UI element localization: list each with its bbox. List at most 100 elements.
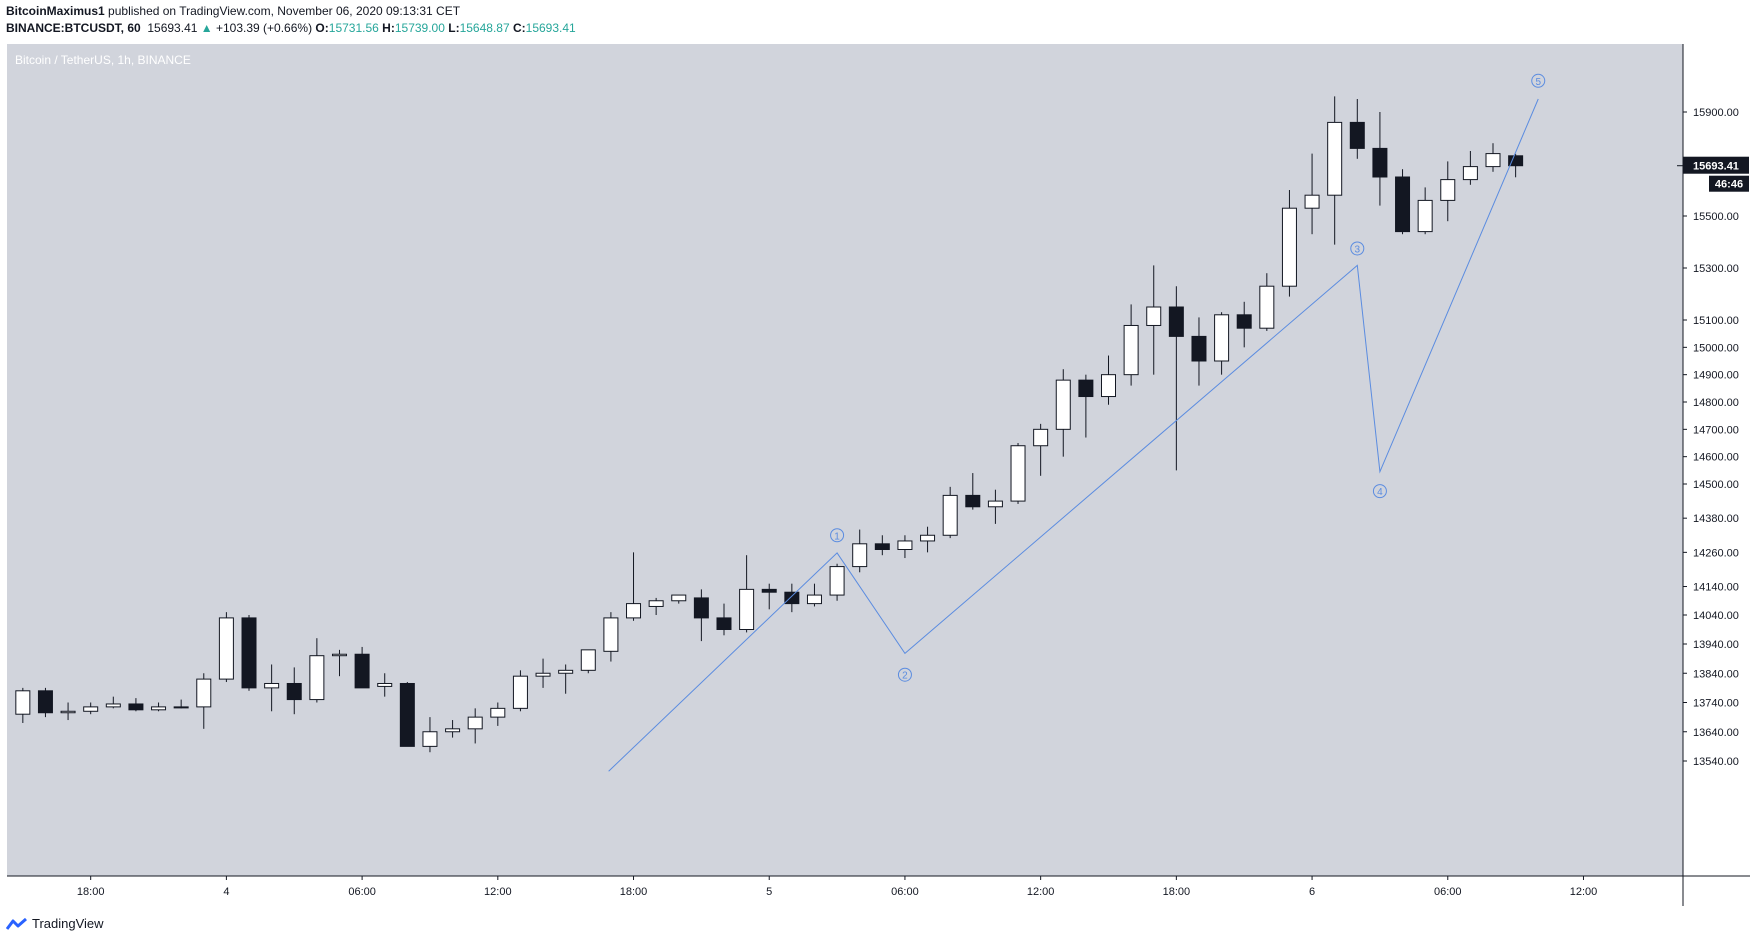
y-tick-label: 14600.00 [1693, 452, 1739, 464]
countdown-badge [1709, 175, 1749, 192]
candle [1010, 443, 1026, 504]
candle-body-up [1123, 324, 1139, 376]
wave-label-text: 1 [834, 531, 840, 542]
candle-body-down [128, 703, 144, 711]
y-tick-label: 14040.00 [1693, 610, 1739, 622]
symbol-label: BINANCE:BTCUSDT, 60 [6, 21, 141, 35]
candle-body-down [1508, 155, 1524, 167]
x-tick-label: 06:00 [1434, 886, 1462, 898]
y-tick-label: 15300.00 [1693, 263, 1739, 275]
candle-body-up [1146, 306, 1162, 326]
x-tick-label: 12:00 [1570, 886, 1598, 898]
candle [1304, 153, 1320, 235]
candle [1440, 161, 1456, 222]
candle [558, 664, 574, 694]
candle [151, 702, 167, 712]
ohlc-line: BINANCE:BTCUSDT, 60 15693.41 ▲ +103.39 (… [6, 21, 576, 35]
candle [1191, 317, 1207, 386]
candle [1033, 423, 1049, 476]
candle [196, 673, 212, 729]
candle-body-up [173, 706, 189, 709]
candle [1395, 169, 1411, 235]
candle [1417, 187, 1433, 235]
candle-body-up [626, 603, 642, 619]
candle-body-up [987, 500, 1003, 508]
candle [1168, 286, 1184, 471]
wave-label-circle [1531, 73, 1546, 88]
x-tick-label: 06:00 [891, 886, 919, 898]
tradingview-logo-icon[interactable] [6, 917, 28, 931]
x-tick-label: 12:00 [484, 886, 512, 898]
y-tick-labels: 13540.00 13640.00 13740.00 13840.00 13940.00… [1683, 107, 1739, 768]
candle [693, 589, 709, 642]
plot-area[interactable] [7, 44, 1683, 876]
high-label: H: [382, 21, 395, 35]
open-label: O: [315, 21, 329, 35]
candle-body-up [1101, 374, 1117, 398]
candle-body-up [942, 494, 958, 536]
y-tick-label: 14800.00 [1693, 397, 1739, 409]
y-tick-label: 14140.00 [1693, 582, 1739, 594]
author-name[interactable]: BitcoinMaximus1 [6, 4, 105, 18]
candle-body-up [196, 678, 212, 708]
x-tick-label: 4 [223, 886, 229, 898]
candle-body-up [264, 682, 280, 689]
published-text: published on TradingView.com, November 0… [108, 4, 461, 18]
footer: TradingView [6, 916, 104, 931]
candle [1259, 273, 1275, 331]
candle [399, 682, 415, 747]
candle [354, 646, 370, 689]
candle [535, 658, 551, 688]
open-value: 15731.56 [328, 21, 379, 35]
candle [445, 720, 461, 738]
wave-label: 1 [830, 528, 845, 543]
x-tick-label: 12:00 [1027, 886, 1055, 898]
candle [829, 563, 845, 601]
candle-body-up [580, 649, 596, 671]
wave-label-circle [1350, 241, 1365, 256]
candle [784, 583, 800, 613]
candle-body-up [1327, 121, 1343, 196]
candle [60, 702, 76, 721]
candle [806, 583, 822, 607]
candle [218, 612, 234, 683]
candle [580, 649, 596, 674]
y-tick-label: 14500.00 [1693, 479, 1739, 491]
candle-body-down [354, 653, 370, 689]
candle [37, 687, 53, 718]
candle [490, 702, 506, 726]
candle [716, 603, 732, 636]
wave-label: 4 [1372, 484, 1387, 499]
footer-brand[interactable]: TradingView [32, 916, 104, 931]
candle [1146, 265, 1162, 375]
candle [1485, 143, 1501, 172]
candle-body-down [1349, 121, 1365, 149]
candle [331, 649, 347, 677]
x-tick-label: 5 [766, 886, 772, 898]
candle [897, 535, 913, 559]
candle-body-down [1372, 147, 1388, 178]
time-axis[interactable] [7, 876, 1683, 906]
wave-label: 5 [1531, 73, 1546, 88]
candle-body-up [1259, 285, 1275, 329]
candle [467, 708, 483, 744]
candle [920, 526, 936, 553]
candle-body-down [1168, 306, 1184, 337]
candle [603, 612, 619, 662]
low-value: 15648.87 [459, 21, 510, 35]
candle-body-up [422, 731, 438, 747]
y-tick-label: 15100.00 [1693, 315, 1739, 327]
candle-body-up [105, 703, 121, 708]
candle [965, 473, 981, 510]
candle [987, 489, 1003, 524]
candle-body-down [965, 494, 981, 508]
chart-title: Bitcoin / TetherUS, 1h, BINANCE [15, 53, 191, 67]
candle [105, 696, 121, 709]
candle-body-up [806, 594, 822, 605]
candle-body-up [852, 543, 868, 568]
x-tick-labels: 18:00 4 06:00 12:00 18:00 5 06:00 12:00 18:00 6 06… [77, 876, 1597, 898]
y-tick-label: 13640.00 [1693, 727, 1739, 739]
candle [1078, 374, 1094, 438]
candle-body-up [671, 594, 687, 602]
